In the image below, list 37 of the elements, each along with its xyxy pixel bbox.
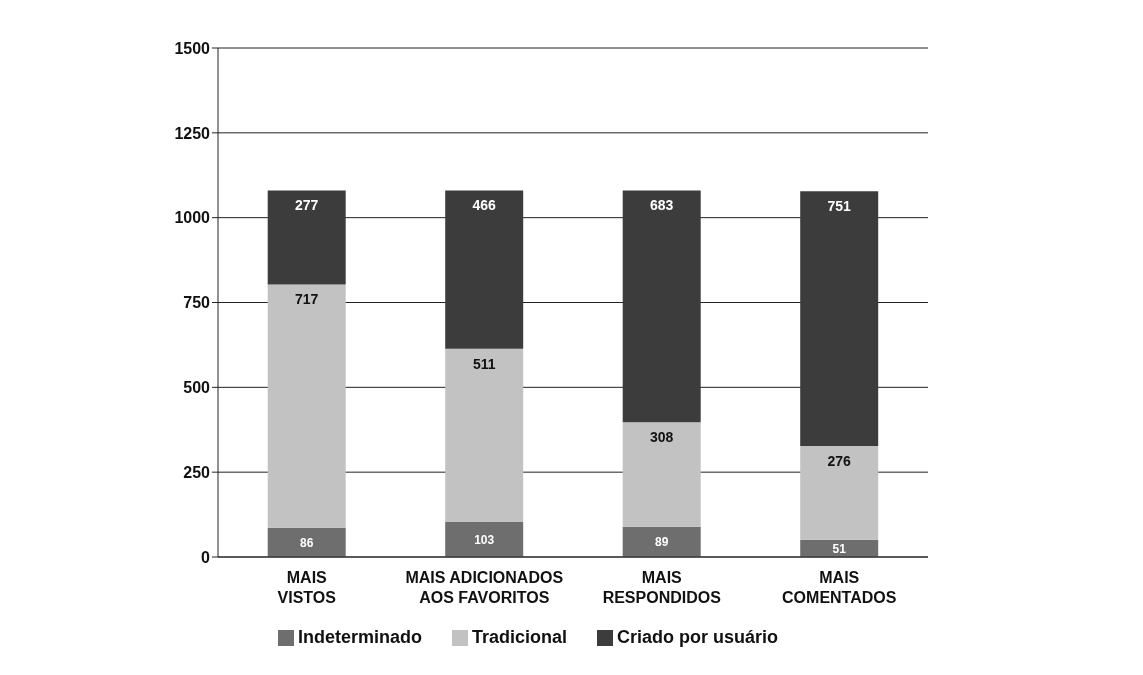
bar bbox=[445, 190, 524, 349]
legend-label: Indeterminado bbox=[297, 627, 422, 647]
bar bbox=[445, 348, 524, 523]
bar bbox=[267, 284, 346, 528]
bar bbox=[800, 191, 879, 447]
x-tick-label: MAIS VISTOS bbox=[277, 569, 337, 606]
bar bbox=[267, 190, 346, 285]
data-label: 717 bbox=[295, 291, 319, 308]
bar bbox=[267, 527, 346, 557]
data-label: 103 bbox=[474, 532, 495, 547]
y-tick-label: 750 bbox=[183, 294, 211, 312]
data-label: 86 bbox=[300, 535, 314, 550]
bar bbox=[622, 526, 701, 557]
data-label: 277 bbox=[295, 197, 319, 214]
data-label: 276 bbox=[827, 452, 852, 469]
x-tick-label: MAIS ADICIONADOS AOS FAVORITOS bbox=[405, 569, 564, 606]
bar bbox=[445, 522, 524, 557]
data-label: 466 bbox=[472, 197, 497, 214]
bar bbox=[622, 422, 701, 527]
data-label: 89 bbox=[655, 535, 669, 550]
data-label: 51 bbox=[832, 541, 847, 556]
x-tick-label: MAIS RESPONDIDOS bbox=[602, 569, 722, 606]
bar bbox=[622, 190, 701, 423]
bar bbox=[800, 446, 879, 540]
y-tick-label: 0 bbox=[201, 548, 211, 566]
data-label: 511 bbox=[472, 355, 496, 372]
legend-label: Criado por usuário bbox=[617, 627, 779, 647]
data-label: 751 bbox=[827, 198, 852, 215]
y-tick-label: 1000 bbox=[174, 209, 211, 227]
y-tick-label: 250 bbox=[183, 463, 211, 481]
x-tick-label: MAIS COMENTADOS bbox=[782, 569, 897, 606]
data-label: 308 bbox=[650, 429, 674, 446]
y-tick-label: 1500 bbox=[174, 39, 211, 57]
y-tick-label: 1250 bbox=[174, 124, 211, 142]
legend-label: Tradicional bbox=[471, 627, 568, 647]
data-label: 683 bbox=[650, 197, 674, 214]
y-tick-label: 500 bbox=[183, 379, 211, 397]
